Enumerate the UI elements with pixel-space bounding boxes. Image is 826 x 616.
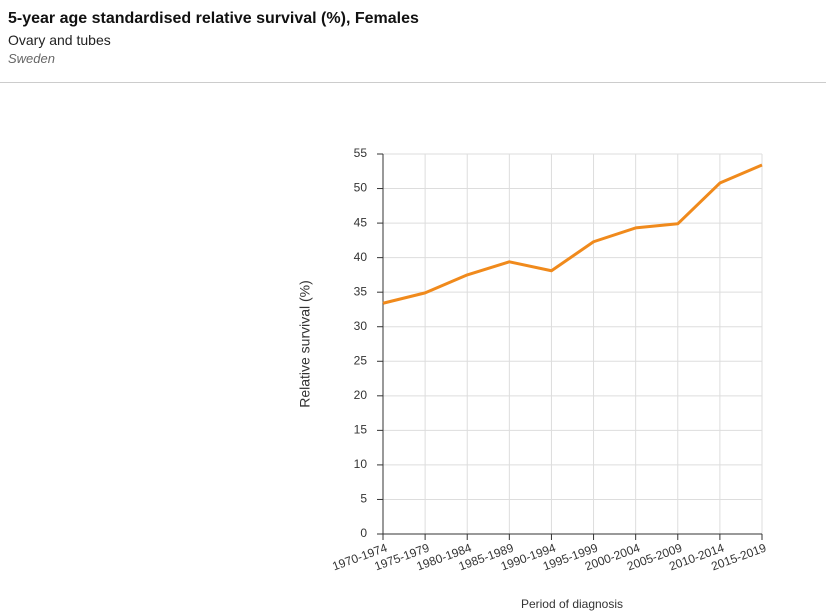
y-tick-label: 45	[354, 215, 368, 229]
chart-title: 5-year age standardised relative surviva…	[8, 10, 419, 27]
chart-caption: Sweden	[8, 51, 55, 66]
x-axis-label: Period of diagnosis	[521, 597, 623, 611]
y-tick-label: 55	[354, 146, 368, 160]
separator	[0, 82, 826, 83]
header: 5-year age standardised relative surviva…	[8, 10, 818, 66]
y-tick-label: 50	[354, 181, 368, 195]
y-tick-label: 20	[354, 388, 368, 402]
y-tick-label: 30	[354, 319, 368, 333]
y-tick-label: 5	[360, 492, 367, 506]
y-tick-label: 10	[354, 457, 368, 471]
series-line	[382, 163, 763, 305]
chart-subtitle: Ovary and tubes	[8, 32, 111, 48]
y-tick-label: 35	[354, 284, 368, 298]
y-tick-label: 40	[354, 250, 368, 264]
y-tick-label: 15	[354, 423, 368, 437]
y-tick-label: 25	[354, 353, 368, 367]
y-axis-label: Relative survival (%)	[297, 280, 313, 408]
y-tick-label: 0	[360, 526, 367, 540]
